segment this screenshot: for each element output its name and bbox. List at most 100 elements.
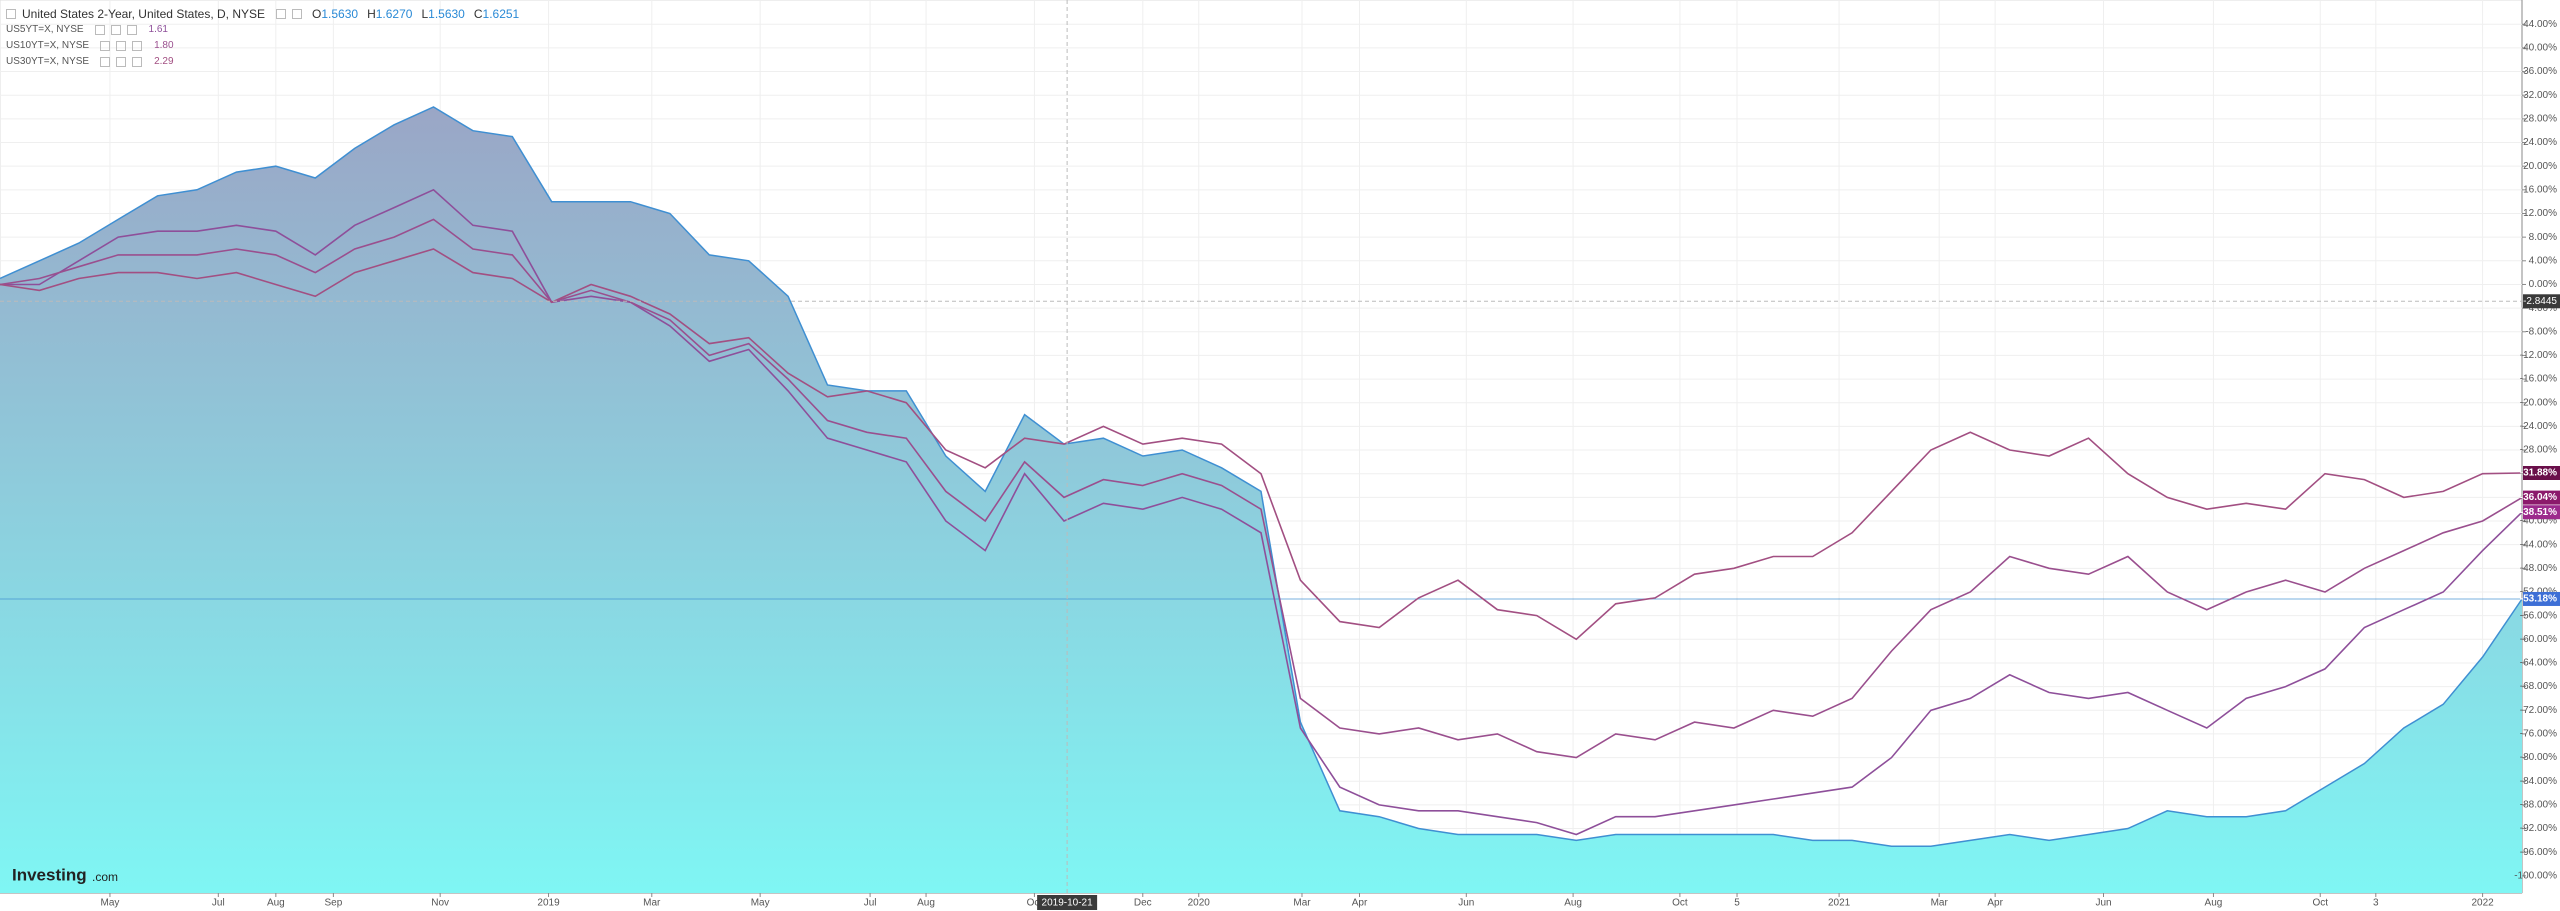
- crosshair-x-box: [1037, 895, 1098, 910]
- y-tick-label: -60.00%: [2520, 634, 2557, 645]
- last-value-label: -36.04%: [2520, 492, 2557, 503]
- watermark-suffix: .com: [92, 870, 118, 884]
- y-tick-label: -96.00%: [2520, 847, 2557, 858]
- series-layer: [0, 106, 2523, 893]
- x-tick-label: Jul: [864, 898, 877, 909]
- legend-checkbox: [6, 9, 16, 19]
- legend-value: 1.80: [154, 40, 174, 51]
- x-tick-label: 3: [2373, 898, 2379, 909]
- last-value-label: -38.51%: [2520, 507, 2557, 518]
- y-tick-label: -76.00%: [2520, 729, 2557, 740]
- legend-checkbox: [292, 9, 303, 19]
- legend-checkbox: [100, 41, 111, 51]
- area: [0, 107, 2522, 893]
- x-tick-label: Oct: [1027, 898, 1043, 909]
- legend-row: US30YT=X, NYSE 2.29: [6, 54, 519, 70]
- x-tick-label: Jun: [2095, 898, 2111, 909]
- legend-row: US5YT=X, NYSE 1.61: [6, 22, 519, 38]
- x-tick-label: Jul: [212, 898, 225, 909]
- x-tick-label: May: [751, 898, 770, 909]
- x-tick-label: 2019: [537, 898, 560, 909]
- y-tick-label: -88.00%: [2520, 800, 2557, 811]
- watermark-brand: Investing: [12, 865, 87, 884]
- legend-checkbox: [276, 9, 287, 19]
- y-tick-label: 20.00%: [2523, 161, 2557, 172]
- legend-ohlc: C1.6251: [470, 6, 519, 22]
- y-tick-label: -28.00%: [2520, 445, 2557, 456]
- y-tick-label: -16.00%: [2520, 374, 2557, 385]
- legend-checkbox: [132, 57, 143, 67]
- ohlc-key: L: [421, 7, 429, 21]
- y-tick-label: 32.00%: [2523, 90, 2557, 101]
- x-tick-label: Mar: [1293, 898, 1311, 909]
- y-tick-label: -92.00%: [2520, 823, 2557, 834]
- last-value-box: [2523, 465, 2560, 480]
- legend-checkbox: [126, 25, 137, 35]
- legend-value: 1.61: [148, 24, 168, 35]
- x-tick-label: May: [100, 898, 119, 909]
- x-tick-label: Apr: [1987, 898, 2003, 909]
- x-tick-label: Oct: [1672, 898, 1688, 909]
- y-tick-label: -84.00%: [2520, 776, 2557, 787]
- last-value-box: [2523, 591, 2560, 606]
- legend-checkbox: [116, 41, 127, 51]
- legend-symbol: United States 2-Year, United States, D, …: [22, 7, 266, 21]
- y-tick-label: -80.00%: [2520, 752, 2557, 763]
- y-tick-label: -48.00%: [2520, 563, 2557, 574]
- legend-checkbox: [94, 25, 105, 35]
- y-tick-label: -40.00%: [2520, 516, 2557, 527]
- ohlc-value: 1.6251: [482, 7, 520, 21]
- last-value-box: [2523, 505, 2560, 520]
- legend-ohlc: O1.5630: [308, 6, 358, 22]
- y-tick-label: 44.00%: [2523, 19, 2557, 30]
- x-tick-label: Jun: [1458, 898, 1474, 909]
- y-tick-label: 24.00%: [2523, 137, 2557, 148]
- y-tick-label: 40.00%: [2523, 43, 2557, 54]
- legend-main-row: United States 2-Year, United States, D, …: [6, 6, 519, 22]
- x-tick-label: Aug: [2205, 898, 2223, 909]
- crosshair-y-label: -2.8445: [2523, 296, 2557, 307]
- x-tick-label: Apr: [1352, 898, 1368, 909]
- x-tick-label: Mar: [1931, 898, 1949, 909]
- ohlc-value: 1.5630: [428, 7, 465, 21]
- last-value-label: -53.18%: [2520, 594, 2557, 605]
- crosshair-y-box: [2523, 294, 2560, 309]
- last-value-label: -31.88%: [2520, 468, 2557, 479]
- y-tick-label: 36.00%: [2523, 66, 2557, 77]
- legend: United States 2-Year, United States, D, …: [6, 6, 519, 70]
- y-tick-label: -44.00%: [2520, 539, 2557, 550]
- x-tick-label: 2022: [2471, 898, 2494, 909]
- legend-name: US30YT=X, NYSE: [6, 56, 90, 67]
- y-tick-label: -100.00%: [2514, 870, 2557, 881]
- y-tick-label: 4.00%: [2529, 255, 2557, 266]
- ohlc-key: H: [367, 7, 376, 21]
- last-value-box: [2523, 490, 2560, 505]
- y-tick-label: -8.00%: [2525, 326, 2557, 337]
- legend-row: US10YT=X, NYSE 1.80: [6, 38, 519, 54]
- y-tick-label: -64.00%: [2520, 658, 2557, 669]
- ohlc-key: C: [473, 7, 483, 21]
- line: [0, 188, 2523, 836]
- x-tick-label: 2021: [1828, 898, 1851, 909]
- line: [0, 218, 2523, 759]
- ohlc-value: 1.5630: [321, 7, 359, 21]
- legend-checkbox: [110, 25, 121, 35]
- ohlc-key: O: [312, 7, 322, 21]
- y-tick-label: 28.00%: [2523, 114, 2557, 125]
- x-tick-label: 5: [1734, 898, 1740, 909]
- x-tick-label: Dec: [1134, 898, 1152, 909]
- legend-value: 2.29: [154, 56, 174, 67]
- crosshair-x-label: 2019-10-21: [1042, 898, 1094, 909]
- legend-checkbox: [100, 57, 111, 67]
- x-tick-label: Aug: [267, 898, 285, 909]
- x-tick-label: 2020: [1188, 898, 1211, 909]
- ohlc-value: 1.6270: [375, 7, 413, 21]
- x-tick-label: Aug: [917, 898, 935, 909]
- legend-ohlc: L1.5630: [417, 6, 464, 22]
- y-tick-label: -24.00%: [2520, 421, 2557, 432]
- y-tick-label: -20.00%: [2520, 397, 2557, 408]
- x-tick-label: Nov: [431, 898, 449, 909]
